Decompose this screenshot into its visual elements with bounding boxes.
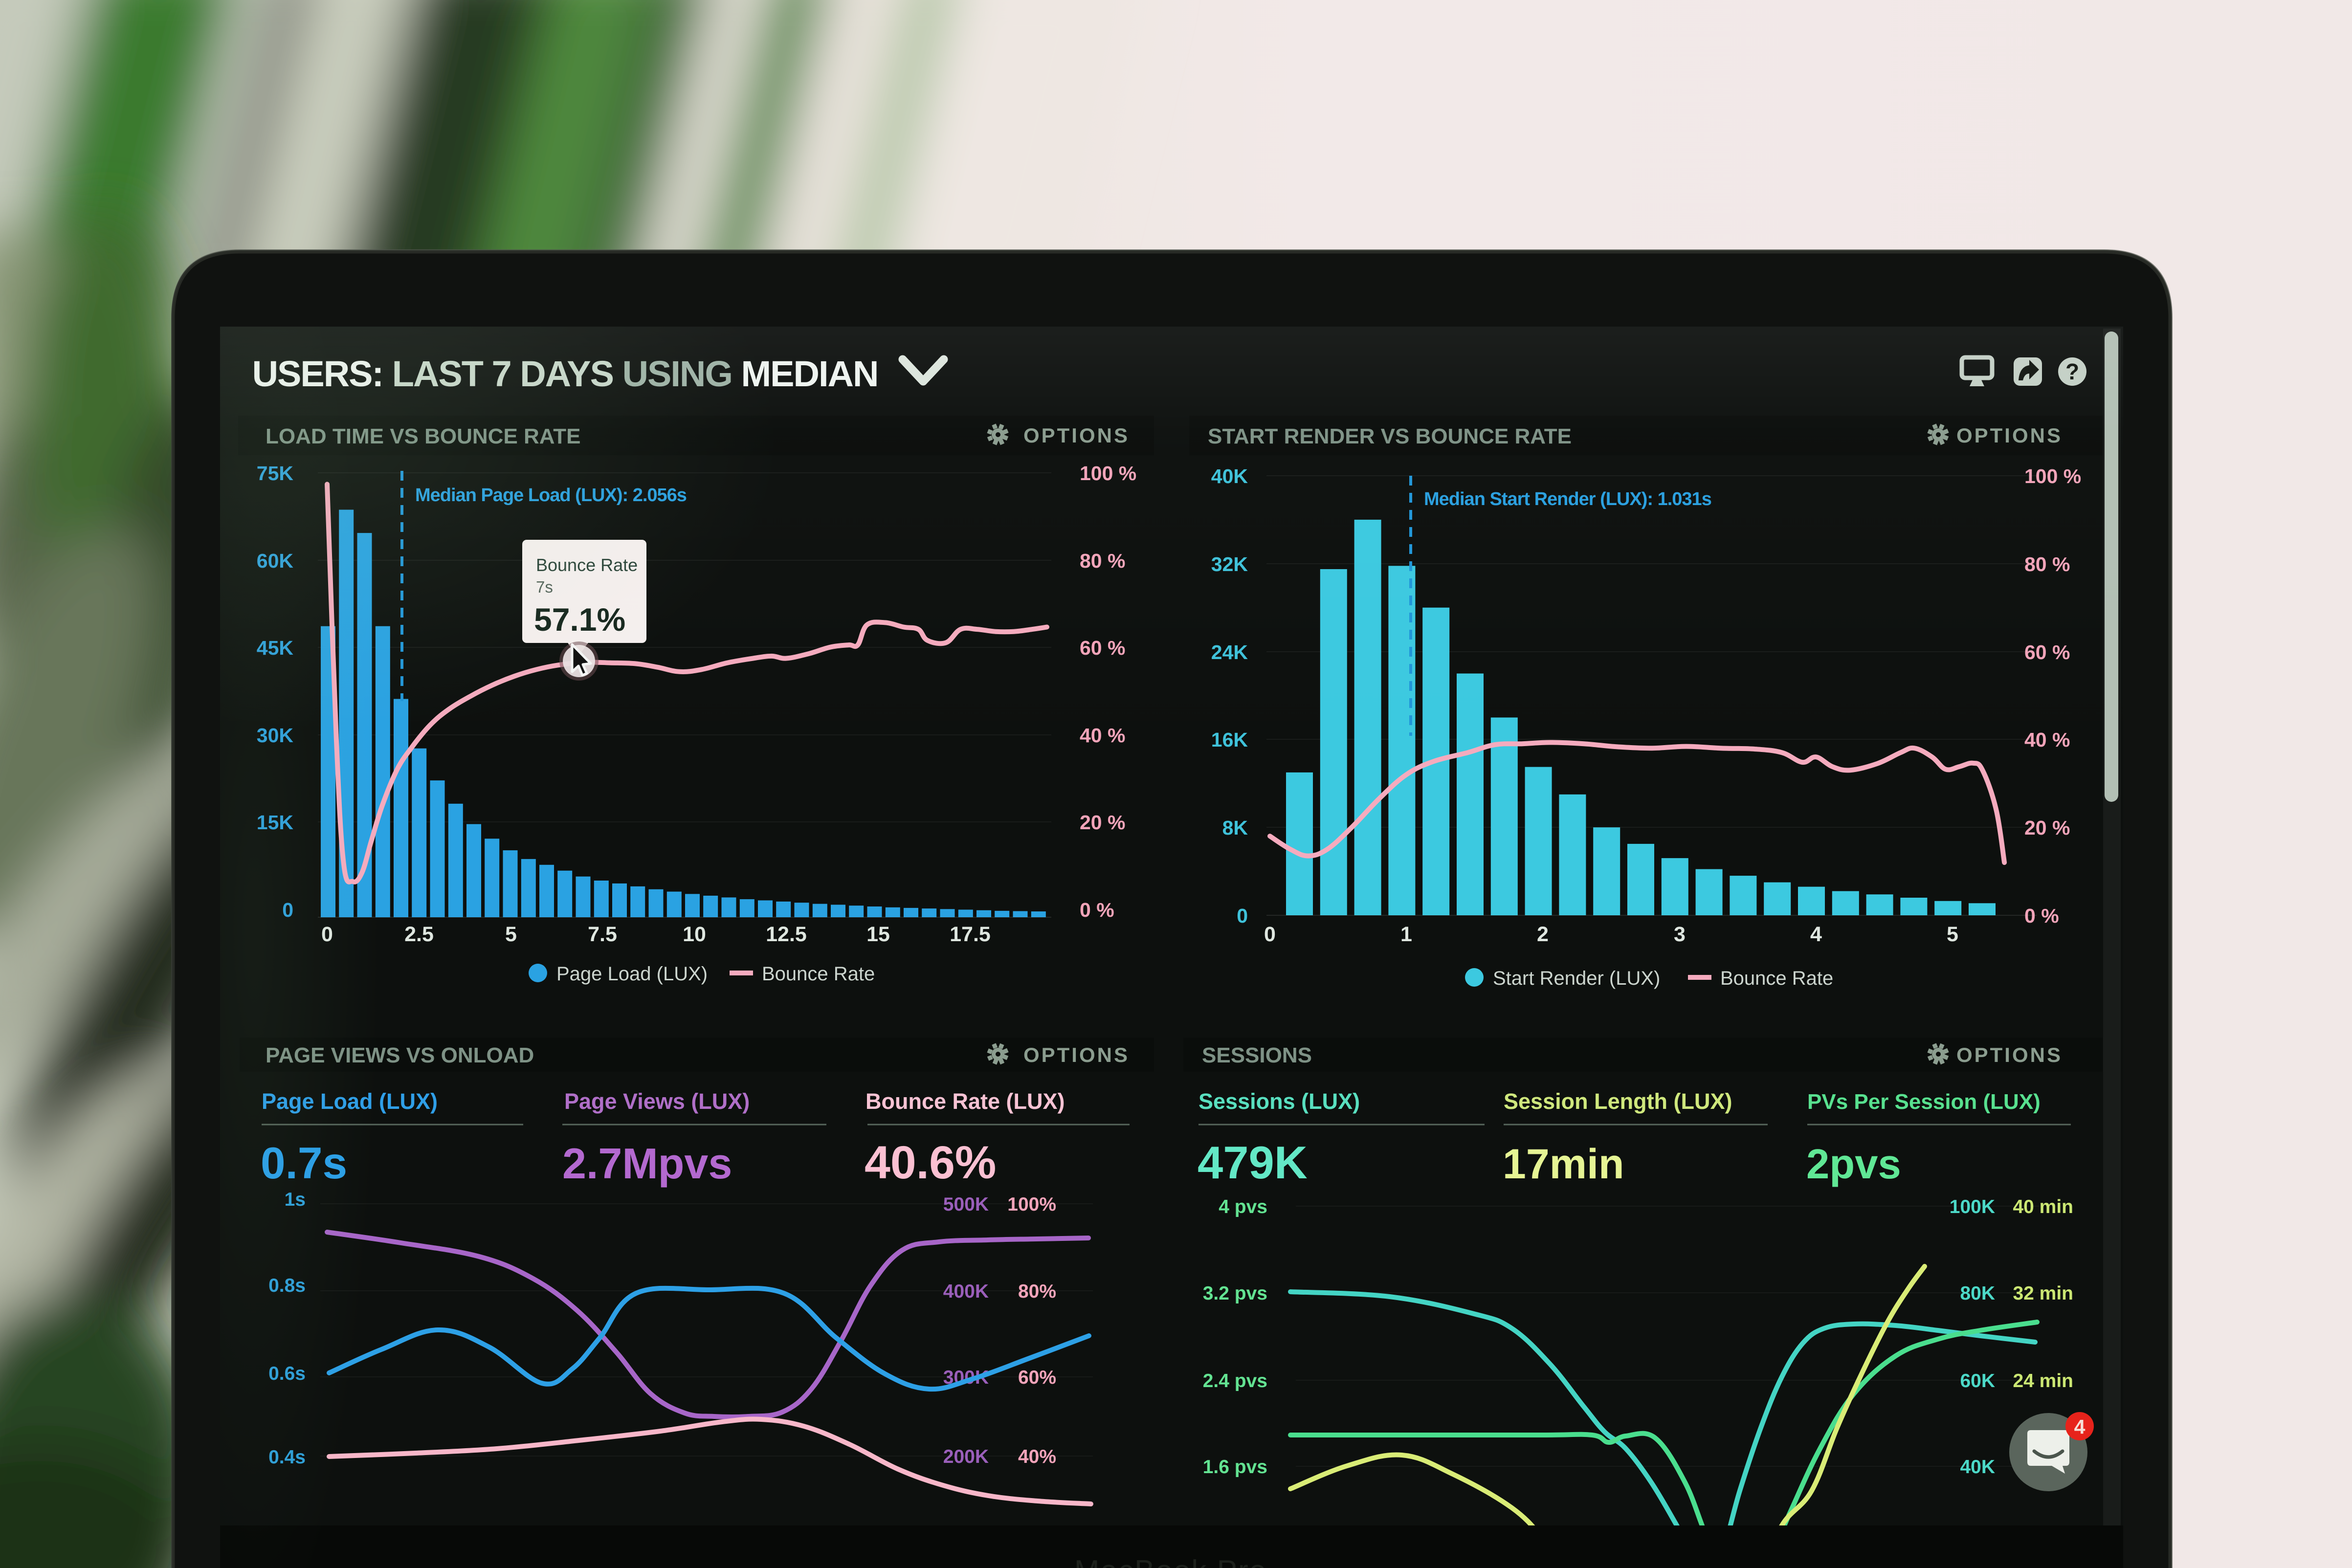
svg-text:PVs Per Session (LUX): PVs Per Session (LUX) [1807, 1090, 2041, 1114]
svg-text:500K: 500K [943, 1194, 989, 1215]
svg-text:Session Length (LUX): Session Length (LUX) [1504, 1089, 1732, 1114]
svg-text:5: 5 [1947, 923, 1958, 946]
svg-text:OPTIONS: OPTIONS [1956, 1043, 2063, 1066]
svg-text:Bounce Rate (LUX): Bounce Rate (LUX) [865, 1089, 1065, 1114]
svg-text:Page Load (LUX): Page Load (LUX) [556, 963, 708, 985]
svg-text:80K: 80K [1960, 1283, 1995, 1304]
svg-text:8K: 8K [1222, 817, 1248, 839]
svg-text:200K: 200K [943, 1446, 989, 1467]
svg-text:32 min: 32 min [2013, 1283, 2073, 1304]
svg-text:SESSIONS: SESSIONS [1202, 1043, 1312, 1067]
svg-text:Bounce Rate: Bounce Rate [1720, 968, 1833, 989]
svg-text:3.2 pvs: 3.2 pvs [1203, 1283, 1267, 1304]
svg-text:40%: 40% [1018, 1446, 1056, 1467]
svg-text:40 min: 40 min [2013, 1196, 2073, 1217]
svg-text:1: 1 [1400, 923, 1412, 946]
svg-text:20 %: 20 % [2024, 817, 2070, 839]
svg-text:0: 0 [1237, 905, 1248, 927]
svg-text:3: 3 [1674, 923, 1686, 946]
svg-text:MacBook Pro: MacBook Pro [1074, 1554, 1267, 1568]
svg-text:Start Render (LUX): Start Render (LUX) [1493, 968, 1660, 989]
svg-text:10: 10 [683, 923, 706, 946]
svg-text:2: 2 [1537, 923, 1549, 946]
svg-text:0: 0 [1264, 923, 1276, 946]
svg-text:40K: 40K [1960, 1457, 1995, 1478]
svg-text:4: 4 [2074, 1415, 2086, 1438]
svg-text:2.7Mpvs: 2.7Mpvs [562, 1139, 732, 1188]
svg-text:7.5: 7.5 [588, 923, 617, 946]
svg-text:80%: 80% [1018, 1281, 1056, 1302]
svg-text:100K: 100K [1950, 1196, 1995, 1217]
svg-text:5: 5 [505, 923, 517, 946]
svg-text:12.5: 12.5 [766, 923, 807, 946]
svg-text:Page Views (LUX): Page Views (LUX) [564, 1089, 750, 1114]
svg-text:2pvs: 2pvs [1806, 1141, 1901, 1188]
svg-text:4: 4 [1810, 923, 1822, 946]
svg-text:479K: 479K [1198, 1137, 1308, 1188]
svg-text:Bounce Rate: Bounce Rate [762, 963, 875, 985]
svg-text:60K: 60K [1960, 1370, 1995, 1391]
svg-text:400K: 400K [943, 1281, 989, 1302]
svg-text:24 min: 24 min [2013, 1370, 2073, 1391]
svg-text:2.5: 2.5 [404, 923, 434, 946]
svg-text:60%: 60% [1018, 1367, 1056, 1388]
svg-text:1.6 pvs: 1.6 pvs [1203, 1457, 1267, 1478]
svg-text:OPTIONS: OPTIONS [1023, 1043, 1130, 1066]
svg-text:Sessions (LUX): Sessions (LUX) [1198, 1089, 1360, 1114]
svg-text:2.4 pvs: 2.4 pvs [1203, 1370, 1267, 1391]
svg-text:4 pvs: 4 pvs [1219, 1196, 1267, 1217]
svg-text:40.6%: 40.6% [865, 1137, 996, 1189]
svg-text:100%: 100% [1007, 1194, 1056, 1215]
svg-text:17.5: 17.5 [950, 923, 991, 946]
svg-text:20 %: 20 % [1080, 811, 1125, 834]
svg-text:17min: 17min [1503, 1141, 1624, 1188]
svg-text:15: 15 [866, 923, 890, 946]
svg-text:0 %: 0 % [2024, 905, 2059, 927]
svg-text:0 %: 0 % [1080, 899, 1114, 921]
